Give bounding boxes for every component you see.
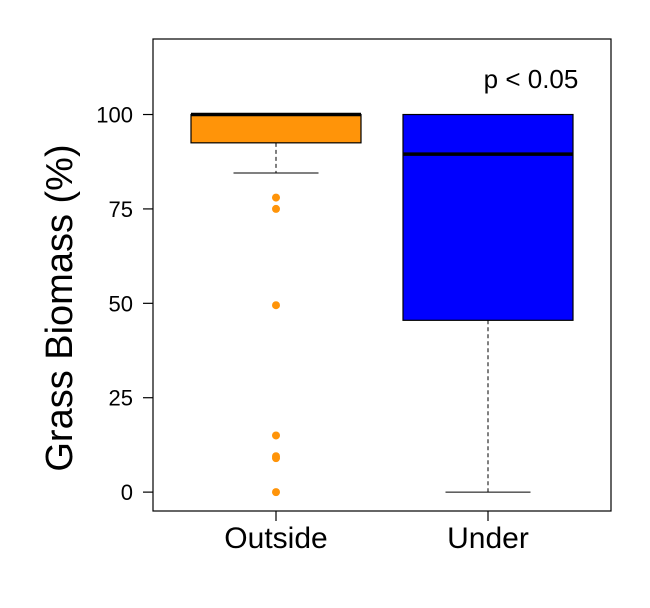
y-axis-label: Grass Biomass (%) xyxy=(39,144,81,471)
y-tick-label-75: 75 xyxy=(109,197,133,222)
x-tick-label-outside: Outside xyxy=(224,522,327,555)
outside-outlier-point xyxy=(272,454,280,463)
plot-frame xyxy=(152,38,612,512)
outside-outlier-point xyxy=(272,431,280,440)
outside-outlier-point xyxy=(272,204,280,213)
y-tick-label-0: 0 xyxy=(121,480,133,505)
outside-box xyxy=(190,113,362,144)
boxes-layer xyxy=(190,112,574,497)
x-tick-label-under: Under xyxy=(447,522,529,555)
outside-outlier-point xyxy=(272,488,280,497)
y-tick-label-50: 50 xyxy=(109,291,133,316)
y-axis: 0 25 50 75 100 xyxy=(96,103,153,505)
outside-outlier-point xyxy=(272,301,280,310)
under-box xyxy=(402,113,574,321)
x-axis: Outside Under xyxy=(224,511,529,555)
y-tick-label-25: 25 xyxy=(109,386,133,411)
p-value-annotation: p < 0.05 xyxy=(484,64,579,94)
y-tick-label-100: 100 xyxy=(96,103,133,128)
outside-outlier-point xyxy=(272,193,280,202)
